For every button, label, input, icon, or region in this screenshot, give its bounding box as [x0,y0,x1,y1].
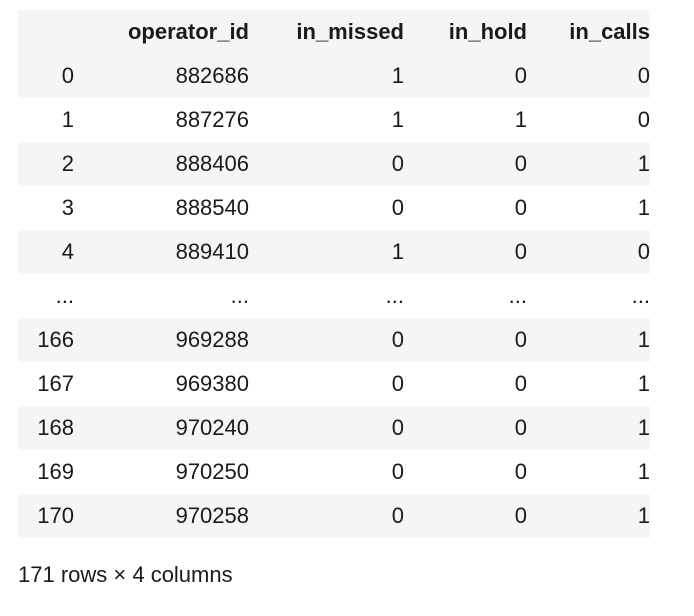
column-header-in-hold: in_hold [404,10,527,54]
table-row: 0 882686 1 0 0 [18,54,650,98]
cell-in-calls: 0 [527,98,650,142]
cell-in-calls: 1 [527,186,650,230]
cell-in-calls: 1 [527,142,650,186]
cell-in-missed: ... [249,274,404,318]
row-index: 167 [18,362,74,406]
cell-in-missed: 0 [249,318,404,362]
cell-in-missed: 1 [249,230,404,274]
table-row: 1 887276 1 1 0 [18,98,650,142]
cell-in-calls: 1 [527,450,650,494]
table-row: 3 888540 0 0 1 [18,186,650,230]
table-header: operator_id in_missed in_hold in_calls [18,10,650,54]
cell-operator-id: 882686 [74,54,249,98]
cell-in-missed: 0 [249,142,404,186]
table-row: 167 969380 0 0 1 [18,362,650,406]
table-row: 168 970240 0 0 1 [18,406,650,450]
cell-in-calls: 1 [527,318,650,362]
cell-in-missed: 0 [249,186,404,230]
cell-operator-id: 887276 [74,98,249,142]
cell-operator-id: 889410 [74,230,249,274]
cell-in-missed: 1 [249,98,404,142]
cell-in-hold: 0 [404,450,527,494]
cell-in-calls: 0 [527,230,650,274]
row-index: 3 [18,186,74,230]
row-index: 170 [18,494,74,538]
column-header-in-calls: in_calls [527,10,650,54]
row-index: 1 [18,98,74,142]
cell-in-hold: 0 [404,406,527,450]
row-index: 2 [18,142,74,186]
cell-in-hold: 0 [404,362,527,406]
cell-operator-id: 969288 [74,318,249,362]
header-row: operator_id in_missed in_hold in_calls [18,10,650,54]
dataframe-output: operator_id in_missed in_hold in_calls 0… [18,10,650,538]
row-index: 166 [18,318,74,362]
cell-in-hold: 0 [404,494,527,538]
cell-in-missed: 0 [249,406,404,450]
cell-in-missed: 0 [249,362,404,406]
row-index: 4 [18,230,74,274]
cell-operator-id: 969380 [74,362,249,406]
table-row: 169 970250 0 0 1 [18,450,650,494]
cell-operator-id: 970258 [74,494,249,538]
cell-in-calls: 1 [527,494,650,538]
column-header-operator-id: operator_id [74,10,249,54]
table-row: 4 889410 1 0 0 [18,230,650,274]
table-row: 2 888406 0 0 1 [18,142,650,186]
cell-in-hold: 0 [404,142,527,186]
cell-operator-id: 970250 [74,450,249,494]
index-header [18,10,74,54]
cell-operator-id: 888406 [74,142,249,186]
cell-in-hold: 0 [404,230,527,274]
table-row: 170 970258 0 0 1 [18,494,650,538]
cell-in-missed: 0 [249,494,404,538]
cell-in-calls: ... [527,274,650,318]
row-index: 0 [18,54,74,98]
table-row: 166 969288 0 0 1 [18,318,650,362]
row-index: ... [18,274,74,318]
cell-in-calls: 0 [527,54,650,98]
column-header-in-missed: in_missed [249,10,404,54]
row-index: 169 [18,450,74,494]
cell-operator-id: ... [74,274,249,318]
dataframe-shape-summary: 171 rows × 4 columns [18,562,233,587]
table-body: 0 882686 1 0 0 1 887276 1 1 0 2 888406 0… [18,54,650,538]
ellipsis-row: ... ... ... ... ... [18,274,650,318]
cell-in-hold: 0 [404,186,527,230]
cell-in-hold: 0 [404,54,527,98]
cell-in-hold: ... [404,274,527,318]
row-index: 168 [18,406,74,450]
cell-in-missed: 1 [249,54,404,98]
cell-operator-id: 970240 [74,406,249,450]
cell-in-calls: 1 [527,362,650,406]
cell-in-missed: 0 [249,450,404,494]
cell-in-calls: 1 [527,406,650,450]
cell-in-hold: 1 [404,98,527,142]
dataframe-table: operator_id in_missed in_hold in_calls 0… [18,10,650,538]
cell-operator-id: 888540 [74,186,249,230]
cell-in-hold: 0 [404,318,527,362]
